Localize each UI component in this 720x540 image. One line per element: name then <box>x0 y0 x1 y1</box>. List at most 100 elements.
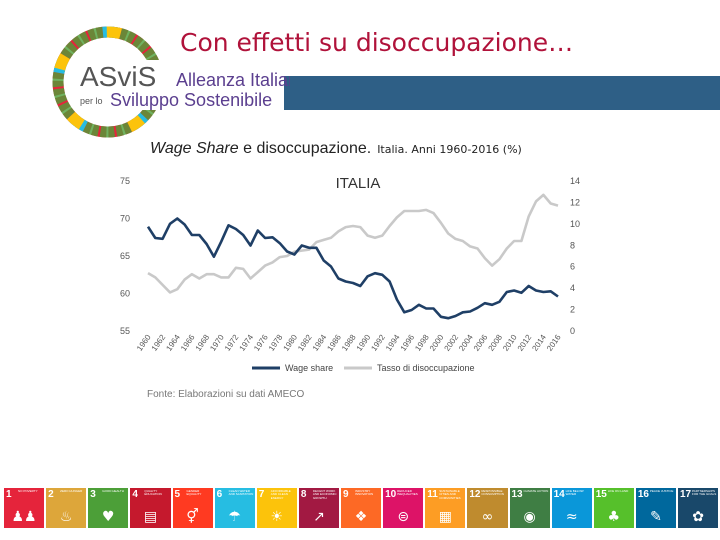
subtitle-period: Italia. Anni 1960-2016 (%) <box>377 143 522 156</box>
left-axis: 55 60 65 70 75 <box>120 176 130 336</box>
right-tick-label: 14 <box>570 176 580 186</box>
x-tick-label: 1998 <box>413 333 431 353</box>
left-tick-label: 65 <box>120 251 130 261</box>
sdg-tile-15: 15 Life on land ♣ <box>593 488 634 528</box>
sdg-label: Industry innovation <box>355 489 374 497</box>
water-icon: ☂ <box>228 509 241 525</box>
sdg-tile-4: 4 Quality education ▤ <box>130 488 171 528</box>
sdg-icon-strip: 1 No poverty ♟♟ 2 Zero hunger ♨ 3 Good health ♥ 4… <box>4 488 719 528</box>
sdg-tile-1: 1 No poverty ♟♟ <box>4 488 45 528</box>
sdg-label: Decent work and economic growth <box>312 489 337 500</box>
x-tick-label: 1972 <box>223 333 241 353</box>
x-tick-label: 2010 <box>501 333 519 353</box>
sdg-label: Affordable and clean energy <box>270 489 291 500</box>
people-icon: ♟♟ <box>11 509 37 525</box>
chart-subtitle: Wage Share e disoccupazione. Italia. Anni… <box>150 140 522 158</box>
x-tick-label: 2014 <box>530 333 548 353</box>
sdg-tile-12: 12 Responsible consumption ∞ <box>467 488 508 528</box>
sdg-label: Responsible consumption <box>481 489 504 497</box>
tree-icon: ♣ <box>607 509 621 525</box>
sdg-label: Life below water <box>565 489 584 497</box>
asvis-logo: ASviS Alleanza Italiana per lo Sviluppo … <box>52 26 290 138</box>
right-tick-label: 12 <box>570 197 580 207</box>
sdg-number: 14 <box>553 489 565 500</box>
subtitle-italic: Wage Share <box>150 140 239 157</box>
sdg-number: 16 <box>637 489 649 500</box>
legend-unemp-label: Tasso di disoccupazione <box>377 363 475 373</box>
eye-icon: ◉ <box>523 509 536 525</box>
x-tick-label: 1996 <box>399 333 417 353</box>
gender-icon: ⚥ <box>186 509 199 525</box>
dove-icon: ✎ <box>650 509 662 525</box>
x-axis: 1960196219641966196819701972197419761978… <box>135 333 563 353</box>
series-layer <box>146 193 559 320</box>
x-tick-label: 1964 <box>164 333 182 353</box>
x-tick-label: 2016 <box>545 333 563 353</box>
right-tick-label: 6 <box>570 262 575 272</box>
sdg-tile-8: 8 Decent work and economic growth ↗ <box>298 488 339 528</box>
city-icon: ▦ <box>438 509 452 525</box>
right-tick-label: 4 <box>570 283 575 293</box>
x-tick-label: 2004 <box>457 333 475 353</box>
sdg-number: 6 <box>216 489 223 500</box>
growth-icon: ↗ <box>313 509 325 525</box>
right-tick-label: 10 <box>570 219 580 229</box>
sdg-label: No poverty <box>18 489 38 493</box>
sun-icon: ☀ <box>270 509 284 525</box>
sdg-number: 17 <box>680 489 692 500</box>
unemployment-line <box>147 193 559 294</box>
book-icon: ▤ <box>143 509 158 525</box>
right-tick-label: 2 <box>570 305 575 315</box>
sdg-tile-14: 14 Life below water ≈ <box>551 488 592 528</box>
header-banner <box>278 76 720 110</box>
infinity-icon: ∞ <box>481 509 494 525</box>
sdg-label: Life on land <box>607 489 629 493</box>
left-tick-label: 55 <box>120 326 130 336</box>
x-tick-label: 2008 <box>486 333 504 353</box>
equal-icon: ⊜ <box>397 509 410 525</box>
sdg-label: Peace justice <box>649 489 674 493</box>
chart-title: ITALIA <box>336 175 381 192</box>
logo-line1: Alleanza Italiana <box>176 70 290 90</box>
logo-line2: Sviluppo Sostenibile <box>110 90 272 110</box>
logo-line2-prefix: per lo <box>80 96 103 106</box>
left-tick-label: 75 <box>120 176 130 186</box>
sdg-label: Zero hunger <box>60 489 83 493</box>
x-tick-label: 2000 <box>428 333 446 353</box>
x-tick-label: 1980 <box>281 333 299 353</box>
x-tick-label: 1978 <box>267 333 285 353</box>
legend: Wage share Tasso di disoccupazione <box>252 363 475 373</box>
x-tick-label: 1992 <box>369 333 387 353</box>
right-tick-label: 0 <box>570 326 575 336</box>
sdg-tile-16: 16 Peace justice ✎ <box>635 488 676 528</box>
sdg-tile-5: 5 Gender equality ⚥ <box>172 488 213 528</box>
sdg-tile-2: 2 Zero hunger ♨ <box>46 488 87 528</box>
x-tick-label: 2006 <box>472 333 490 353</box>
left-tick-label: 70 <box>120 214 130 224</box>
subtitle-main: e disoccupazione. <box>238 140 372 157</box>
x-tick-label: 1960 <box>135 333 153 353</box>
wage-share-line <box>146 217 559 320</box>
sdg-number: 9 <box>343 489 349 500</box>
sdg-number: 12 <box>469 489 481 500</box>
sdg-number: 8 <box>300 489 307 500</box>
sdg-number: 11 <box>427 489 438 500</box>
sdg-number: 7 <box>258 489 265 500</box>
fish-icon: ≈ <box>565 509 578 525</box>
sdg-number: 15 <box>595 489 607 500</box>
sdg-label: Clean water and sanitation <box>228 489 254 497</box>
sdg-tile-7: 7 Affordable and clean energy ☀ <box>256 488 297 528</box>
x-tick-label: 1986 <box>325 333 343 353</box>
source-note: Fonte: Elaborazioni su dati AMECO <box>147 389 305 400</box>
sdg-label: Good health <box>102 489 124 493</box>
x-tick-label: 1990 <box>355 333 373 353</box>
cubes-icon: ❖ <box>354 509 368 525</box>
x-tick-label: 1974 <box>238 333 256 353</box>
right-tick-label: 8 <box>570 240 575 250</box>
sdg-label: Sustainable cities and communities <box>439 489 461 500</box>
x-tick-label: 1994 <box>384 333 402 353</box>
right-axis: 0 2 4 6 8 10 12 14 <box>570 176 580 336</box>
x-tick-label: 1982 <box>296 333 314 353</box>
sdg-label: Climate action <box>523 489 549 493</box>
